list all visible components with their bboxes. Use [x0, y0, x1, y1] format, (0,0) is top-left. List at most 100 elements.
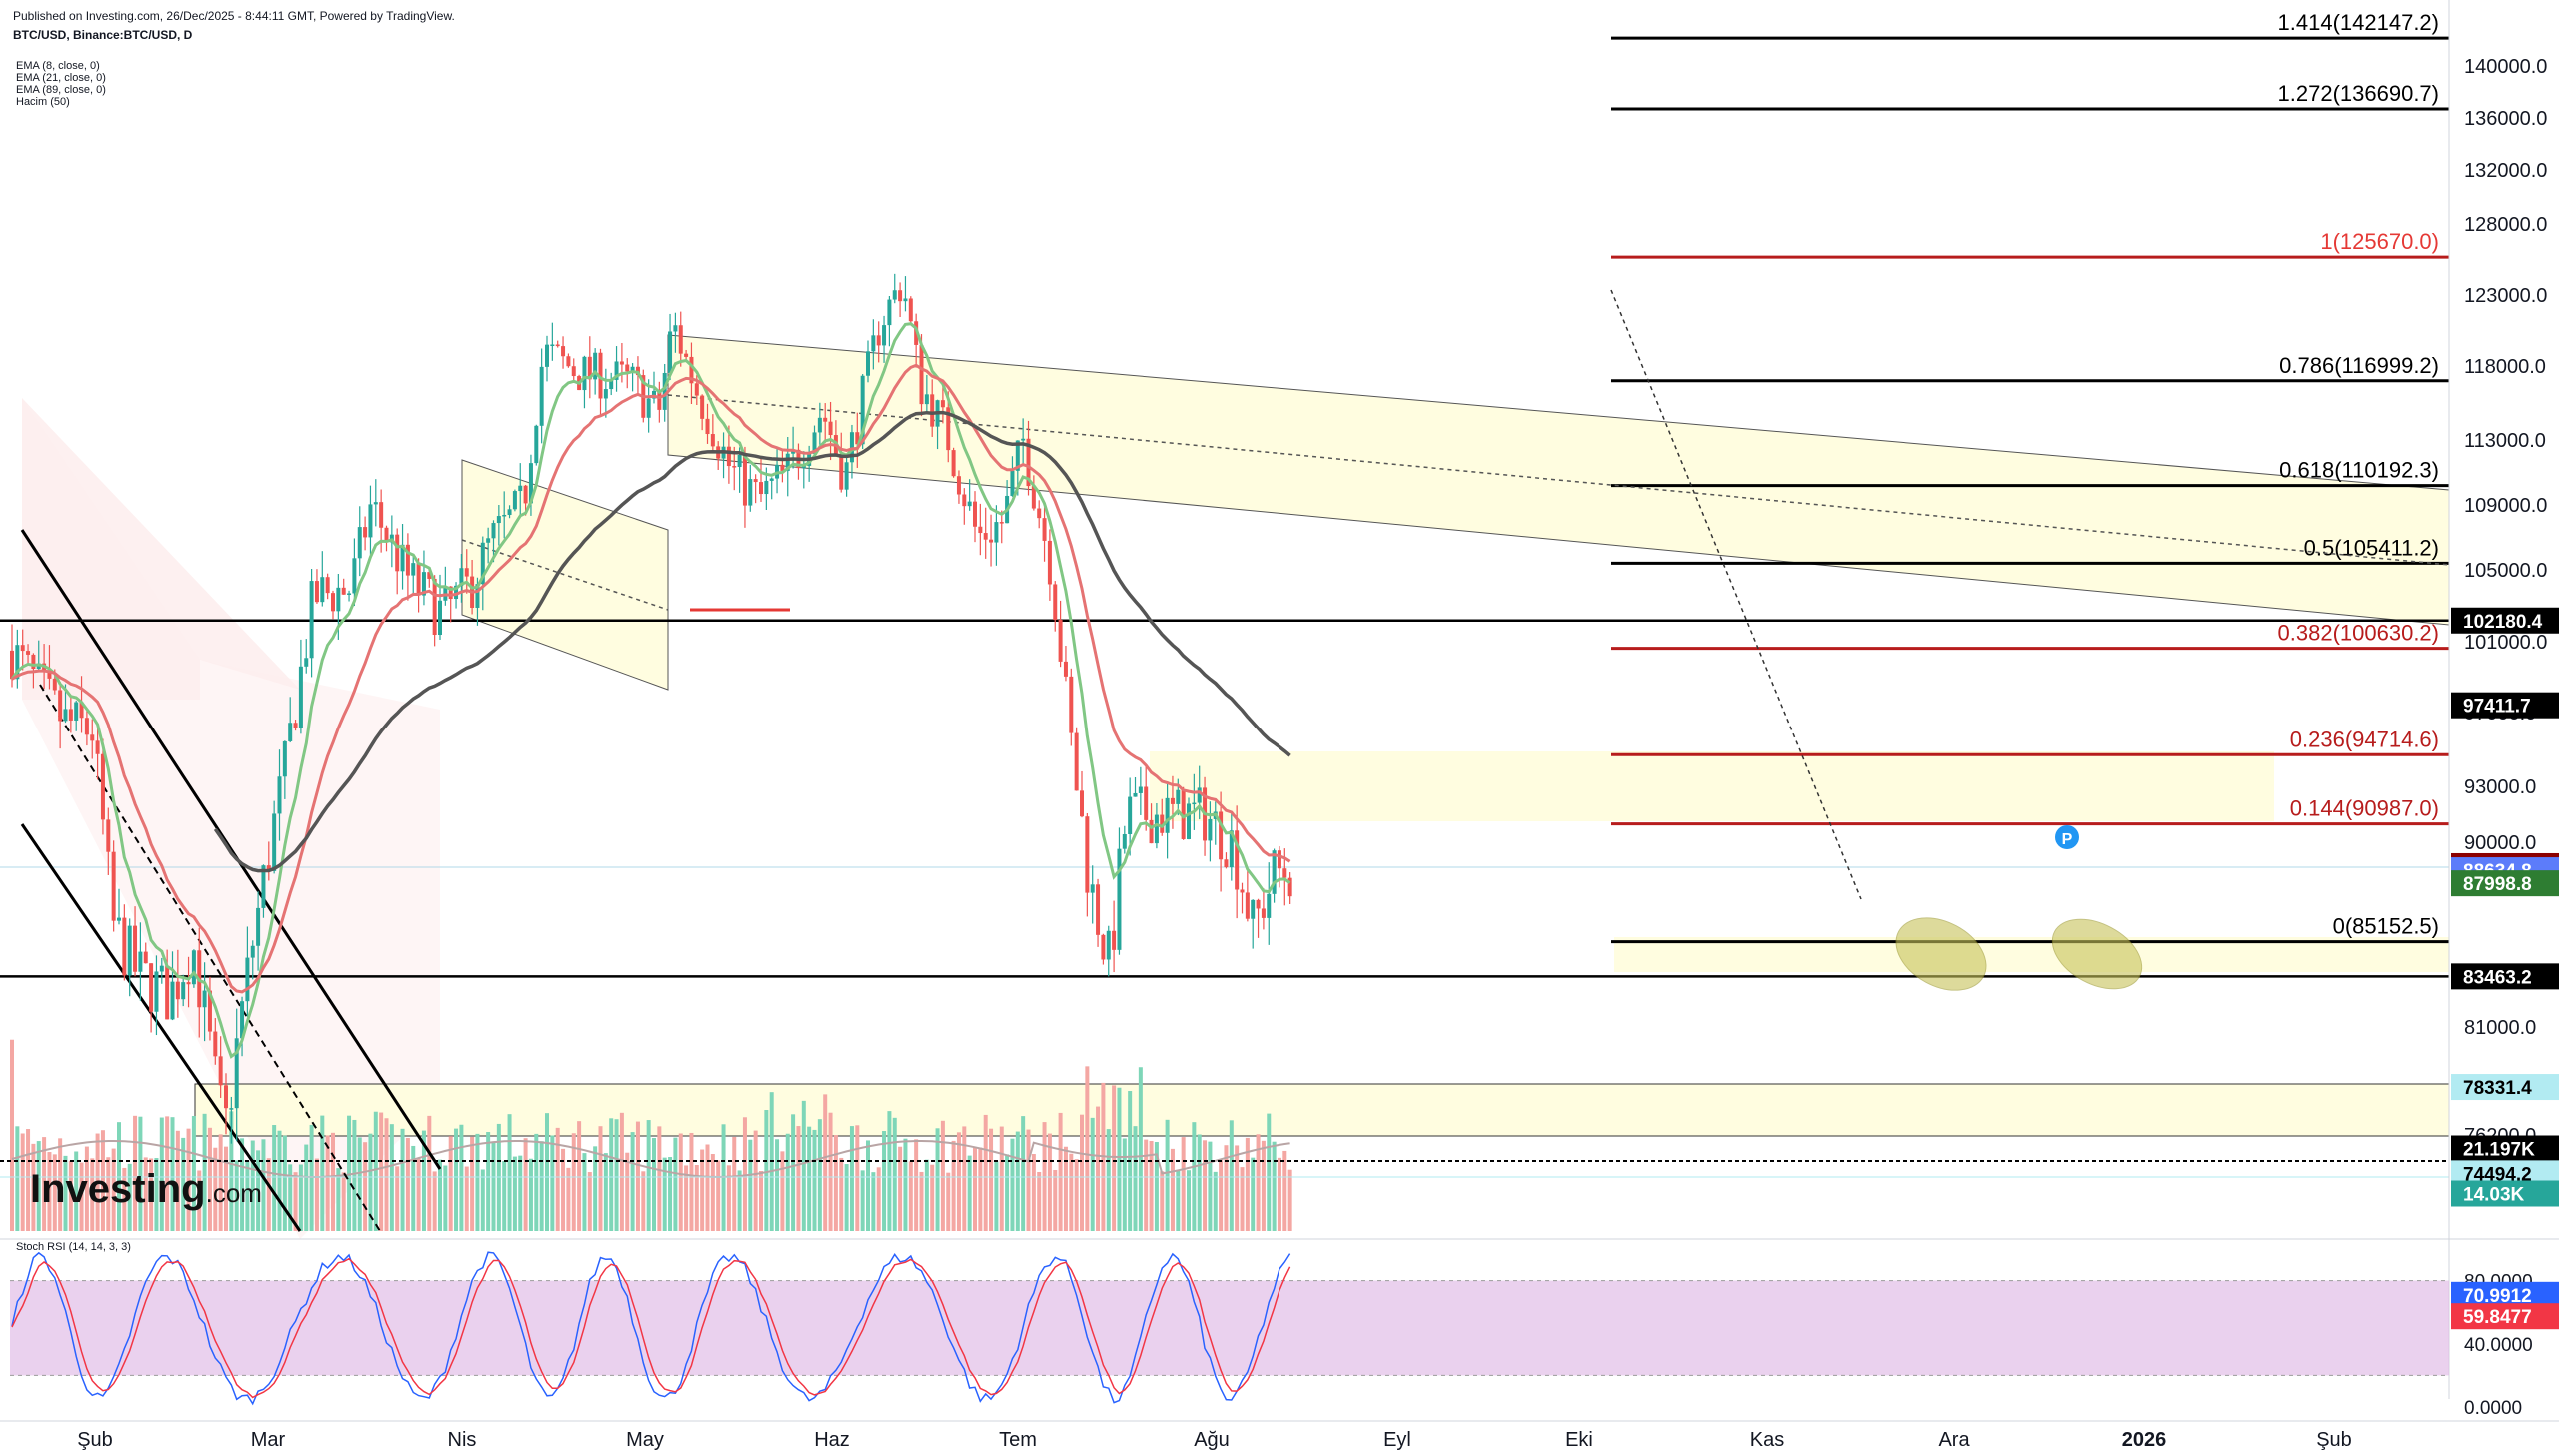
- candle-body: [240, 1001, 245, 1039]
- volume-bar: [320, 1115, 325, 1231]
- volume-bar: [1267, 1113, 1272, 1231]
- volume-bar: [304, 1144, 309, 1231]
- candle-body: [812, 432, 817, 454]
- time-axis-label: Haz: [814, 1429, 850, 1451]
- candle-body: [550, 344, 555, 347]
- volume-bar: [1277, 1157, 1281, 1231]
- volume-bar: [282, 1135, 287, 1231]
- candle-body: [229, 1108, 234, 1110]
- volume-bar: [63, 1155, 68, 1231]
- candle-body: [849, 432, 854, 463]
- candle-body: [384, 527, 389, 543]
- double-bottom-highlight-2: [2051, 918, 2143, 990]
- candle-body: [866, 351, 870, 376]
- stoch-k-badge-label: 70.9912: [2463, 1286, 2532, 1307]
- indicator-ema8[interactable]: EMA (8, close, 0): [16, 60, 100, 72]
- volume-bar: [924, 1159, 929, 1231]
- candle-body: [133, 925, 138, 972]
- price-axis-tick: 105000.0: [2464, 560, 2547, 582]
- volume-bar: [561, 1148, 566, 1231]
- candle-body: [1122, 833, 1127, 849]
- volume-bar: [234, 1160, 239, 1231]
- candle-body: [127, 925, 132, 976]
- volume-bar: [31, 1143, 36, 1231]
- candle-body: [277, 776, 282, 814]
- candle-body: [924, 394, 929, 405]
- candle-body: [218, 1056, 223, 1086]
- candle-body: [309, 581, 314, 659]
- candle-body: [892, 290, 897, 300]
- candle-body: [940, 400, 945, 408]
- volume-bar: [887, 1111, 892, 1231]
- candle-body: [962, 494, 967, 507]
- volume-bar: [1117, 1087, 1122, 1231]
- volume-bar: [625, 1152, 630, 1231]
- volume-bar: [10, 1039, 14, 1231]
- descending-channel-midline: [667, 394, 2450, 566]
- candle-body: [646, 398, 651, 418]
- candle-body: [74, 702, 79, 721]
- volume-bar: [256, 1150, 261, 1231]
- volume-bar: [58, 1138, 63, 1231]
- volume-bar: [742, 1117, 747, 1231]
- price-badge-label: 97411.7: [2463, 697, 2531, 718]
- fib-level-label: 0.382(100630.2): [2278, 621, 2439, 646]
- candle-body: [1165, 797, 1170, 833]
- volume-bar: [138, 1116, 143, 1231]
- candle-body: [100, 753, 105, 820]
- volume-bar: [1224, 1145, 1229, 1231]
- volume-bar: [657, 1126, 662, 1231]
- volume-ma-line: [11, 1140, 1290, 1179]
- volume-bar: [111, 1148, 116, 1231]
- volume-bar: [368, 1133, 373, 1231]
- candle-body: [52, 678, 57, 691]
- candle-body: [534, 425, 539, 464]
- volume-bar: [79, 1162, 84, 1231]
- price-badge: [2451, 692, 2559, 719]
- candle-body: [336, 587, 341, 612]
- volume-bar: [218, 1134, 223, 1231]
- volume-bar: [1031, 1154, 1036, 1231]
- time-axis-label: Eki: [1565, 1429, 1593, 1451]
- volume-bar: [1245, 1137, 1250, 1231]
- candle-body: [1261, 908, 1266, 918]
- volume-bar: [400, 1128, 405, 1231]
- candle-body: [1192, 802, 1197, 805]
- candle-body: [759, 482, 763, 495]
- volume-bar: [325, 1135, 330, 1231]
- indicator-ema21[interactable]: EMA (21, close, 0): [16, 72, 106, 84]
- candle-body: [555, 344, 560, 347]
- candle-body: [58, 690, 63, 722]
- candle-body: [823, 417, 828, 422]
- volume-bar: [668, 1157, 673, 1231]
- candle-body: [694, 383, 699, 396]
- volume-bar: [1240, 1167, 1245, 1231]
- candle-body: [159, 965, 164, 972]
- indicator-volume[interactable]: Hacim (50): [16, 96, 70, 108]
- volume-bar: [438, 1159, 442, 1231]
- volume-bar: [293, 1172, 298, 1231]
- volume-bar: [571, 1133, 576, 1231]
- volume-bar: [1181, 1137, 1186, 1231]
- volume-bar: [1085, 1066, 1090, 1231]
- indicator-ema89[interactable]: EMA (89, close, 0): [16, 84, 106, 96]
- volume-bar: [753, 1130, 758, 1231]
- volume-bar: [775, 1139, 780, 1231]
- volume-bar: [871, 1172, 876, 1231]
- candle-body: [700, 395, 705, 419]
- volume-bar: [545, 1113, 549, 1231]
- stoch-d-badge-label: 59.8477: [2463, 1307, 2532, 1328]
- candle-body: [448, 586, 453, 600]
- candle-body: [764, 480, 769, 495]
- candle-body: [1128, 796, 1133, 834]
- volume-bar: [245, 1161, 250, 1231]
- volume-bar: [978, 1147, 983, 1231]
- candle-body: [250, 945, 255, 958]
- candle-body: [726, 446, 731, 467]
- candle-body: [496, 516, 501, 524]
- price-badge: [2451, 963, 2559, 990]
- candle-body: [207, 990, 212, 1032]
- price-badge: [2451, 1135, 2559, 1162]
- volume-bar: [154, 1158, 159, 1231]
